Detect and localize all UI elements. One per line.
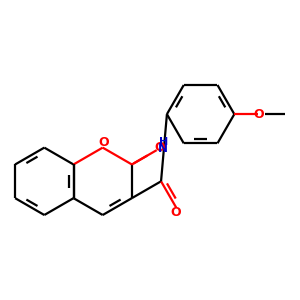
Text: O: O [154, 141, 165, 154]
Text: O: O [170, 206, 181, 219]
Text: N: N [158, 142, 168, 155]
Text: O: O [98, 136, 109, 149]
Text: H: H [159, 137, 168, 147]
Text: O: O [254, 108, 264, 121]
